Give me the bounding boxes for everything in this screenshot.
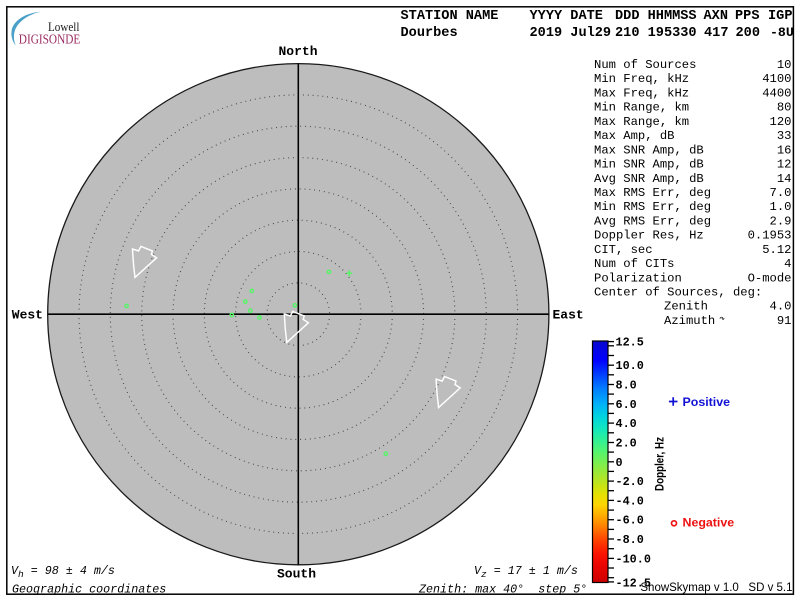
svg-text:-4.0: -4.0 <box>616 494 644 508</box>
svg-text:10.0: 10.0 <box>616 359 644 373</box>
svg-text:5.12: 5.12 <box>762 243 791 257</box>
svg-text:4400: 4400 <box>762 86 791 100</box>
svg-text:East: East <box>553 308 584 323</box>
svg-text:O-mode: O-mode <box>748 271 792 285</box>
svg-text:2019 Jul29: 2019 Jul29 <box>530 26 612 41</box>
svg-text:Geographic coordinates: Geographic coordinates <box>12 582 166 596</box>
svg-text:4.0: 4.0 <box>770 300 792 314</box>
svg-text:Vz = 17 ± 1 m/s: Vz = 17 ± 1 m/s <box>474 564 578 580</box>
svg-text:0: 0 <box>616 456 623 470</box>
svg-text:33: 33 <box>777 129 792 143</box>
svg-text:Vh = 98 ± 4 m/s: Vh = 98 ± 4 m/s <box>11 564 115 580</box>
svg-text:Doppler, Hz: Doppler, Hz <box>653 437 667 491</box>
svg-text:STATION NAME: STATION NAME <box>401 9 499 24</box>
svg-text:14: 14 <box>777 172 792 186</box>
svg-text:Num of CITs: Num of CITs <box>594 257 674 271</box>
svg-text:Doppler Res, Hz: Doppler Res, Hz <box>594 229 704 243</box>
svg-text:-8U: -8U <box>770 25 794 40</box>
svg-text:16: 16 <box>777 143 792 157</box>
svg-text:Center of Sources, deg:: Center of Sources, deg: <box>594 286 762 300</box>
svg-text:-2.0: -2.0 <box>616 475 644 489</box>
svg-text:4.0: 4.0 <box>616 417 637 431</box>
svg-text:Negative: Negative <box>683 516 735 530</box>
svg-text:Max RMS Err, deg: Max RMS Err, deg <box>594 186 711 200</box>
svg-text:Max Freq, kHz: Max Freq, kHz <box>594 86 689 100</box>
svg-text:Avg SNR Amp, dB: Avg SNR Amp, dB <box>594 172 704 186</box>
svg-text:2.9: 2.9 <box>770 214 792 228</box>
svg-text:417: 417 <box>704 26 728 41</box>
svg-text:North: North <box>278 44 317 59</box>
svg-text:10: 10 <box>777 58 792 72</box>
svg-text:Lowell: Lowell <box>48 20 80 34</box>
svg-text:Min SNR Amp, dB: Min SNR Amp, dB <box>594 158 704 172</box>
svg-text:-12.5: -12.5 <box>616 577 651 591</box>
svg-text:Num of Sources: Num of Sources <box>594 58 696 72</box>
svg-text:7.0: 7.0 <box>770 186 792 200</box>
svg-text:-6.0: -6.0 <box>616 514 644 528</box>
svg-text:120: 120 <box>770 115 792 129</box>
svg-text:2.0: 2.0 <box>616 437 637 451</box>
svg-text:Max SNR Amp, dB: Max SNR Amp, dB <box>594 143 704 157</box>
svg-text:Azimuth: Azimuth <box>664 314 715 328</box>
svg-text:Zenith: Zenith <box>664 300 708 314</box>
svg-text:Polarization: Polarization <box>594 271 682 285</box>
svg-text:Min RMS Err, deg: Min RMS Err, deg <box>594 200 711 214</box>
svg-text:Zenith: max 40° step 5°: Zenith: max 40° step 5° <box>418 582 587 596</box>
svg-text:PPS: PPS <box>735 9 759 24</box>
svg-text:Max Amp, dB: Max Amp, dB <box>594 129 674 143</box>
svg-text:0.1953: 0.1953 <box>748 229 792 243</box>
svg-text:YYYY DATE: YYYY DATE <box>530 9 603 24</box>
svg-text:4100: 4100 <box>762 72 791 86</box>
svg-text:12: 12 <box>777 158 792 172</box>
svg-text:80: 80 <box>777 101 792 115</box>
svg-text:8.0: 8.0 <box>616 379 637 393</box>
svg-text:-10.0: -10.0 <box>616 552 651 566</box>
svg-text:West: West <box>12 308 43 323</box>
svg-text:200: 200 <box>736 26 760 41</box>
svg-text:6.0: 6.0 <box>616 398 637 412</box>
svg-text:Min Range, km: Min Range, km <box>594 101 689 115</box>
svg-text:IGP: IGP <box>768 9 792 24</box>
svg-text:1.0: 1.0 <box>770 200 792 214</box>
svg-text:DDD HHMMSS: DDD HHMMSS <box>615 9 697 24</box>
svg-text:AXN: AXN <box>704 9 728 24</box>
svg-text:ShowSkymap v 1.0 SD v 5.1: ShowSkymap v 1.0 SD v 5.1 <box>640 582 792 594</box>
svg-text:CIT, sec: CIT, sec <box>594 243 653 257</box>
svg-text:4: 4 <box>784 257 791 271</box>
svg-text:South: South <box>277 567 316 582</box>
svg-text:Max Range, km: Max Range, km <box>594 115 689 129</box>
svg-text:12.5: 12.5 <box>616 336 644 350</box>
svg-text:↷: ↷ <box>719 313 725 324</box>
svg-text:91: 91 <box>777 314 792 328</box>
svg-text:Avg RMS Err, deg: Avg RMS Err, deg <box>594 214 711 228</box>
svg-text:210 195330: 210 195330 <box>615 26 697 41</box>
svg-text:-8.0: -8.0 <box>616 533 644 547</box>
svg-text:Dourbes: Dourbes <box>401 26 458 41</box>
svg-text:DIGISONDE: DIGISONDE <box>19 32 81 47</box>
svg-text:Positive: Positive <box>683 395 731 409</box>
svg-text:Min Freq, kHz: Min Freq, kHz <box>594 72 689 86</box>
